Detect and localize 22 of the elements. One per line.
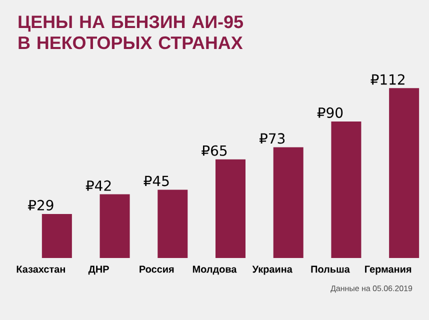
- data-label: ₽90: [317, 107, 343, 118]
- data-label: ₽29: [28, 200, 54, 210]
- bar: [215, 159, 246, 258]
- x-tick-label: ДНР: [88, 266, 109, 275]
- x-tick-label: Польша: [311, 266, 350, 273]
- bar: [42, 214, 72, 258]
- bar: [158, 190, 188, 258]
- x-tick-label: Россия: [140, 266, 174, 273]
- x-tick-label: Германия: [365, 266, 412, 275]
- x-tick-label: Казахстан: [16, 266, 65, 273]
- data-label: ₽112: [370, 74, 404, 85]
- data-label: ₽42: [86, 180, 111, 191]
- data-label: ₽73: [260, 133, 285, 144]
- x-tick-label: Украина: [252, 266, 292, 275]
- data-label: ₽45: [144, 176, 169, 186]
- chart-title: ЦЕНЫ НА БЕНЗИН АИ-95 В НЕКОТОРЫХ СТРАНАХ: [18, 16, 244, 50]
- data-label: ₽65: [202, 145, 227, 156]
- bar: [331, 121, 362, 258]
- bar: [273, 147, 304, 258]
- bar: [389, 88, 420, 258]
- bar: [100, 194, 130, 258]
- x-tick-label: Молдова: [192, 266, 237, 275]
